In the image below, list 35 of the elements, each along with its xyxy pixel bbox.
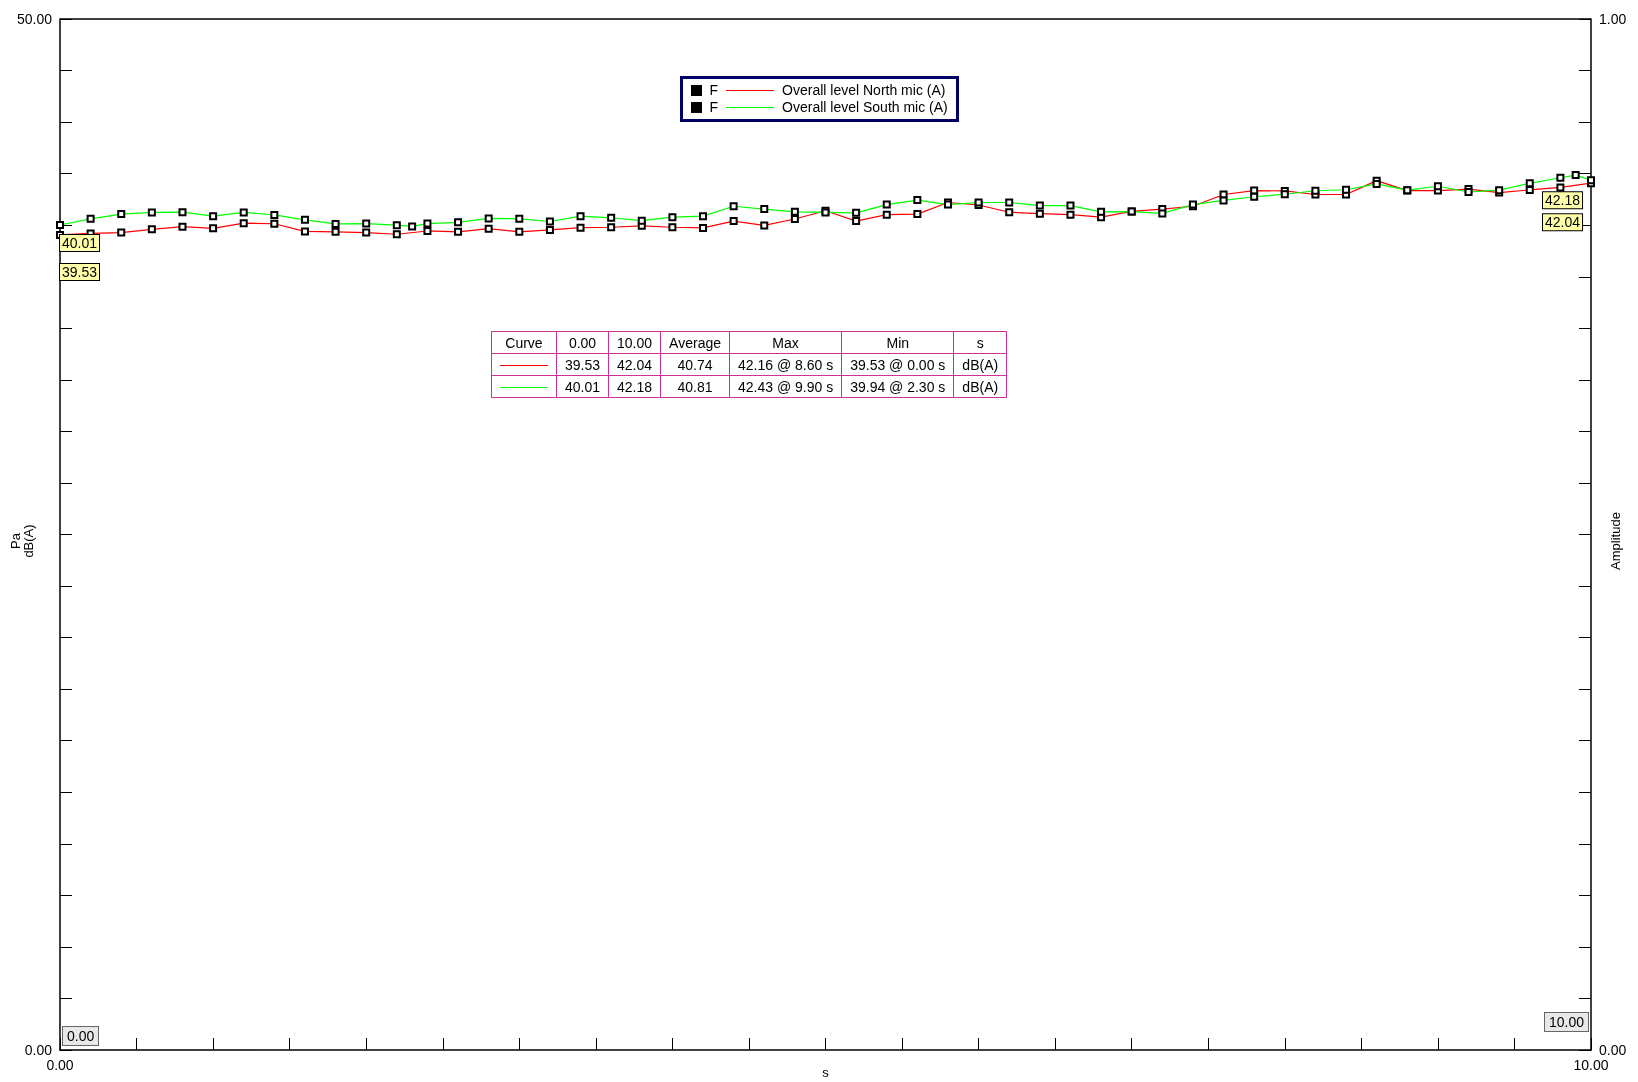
annotation: Curve (491, 331, 557, 354)
annotation: 42.04 (608, 353, 661, 376)
annotation: Max (729, 331, 842, 354)
annotation: 10.00 (608, 331, 661, 354)
annotation: dB(A) (953, 353, 1007, 376)
data-label: 39.53 (62, 263, 98, 280)
annotation: 40.74 (660, 353, 730, 376)
annotation: Min (841, 331, 954, 354)
legend-label: Overall level South mic (A) (782, 98, 948, 116)
annotation: 39.53 @ 0.00 s (841, 353, 954, 376)
annotation: F (709, 98, 719, 116)
data-label: 40.01 (62, 234, 98, 251)
data-label: 42.04 (1545, 214, 1581, 231)
y2-axis-title: Amplitude (1607, 512, 1623, 570)
annotation: Average (660, 331, 730, 354)
annotation: 40.81 (660, 375, 730, 398)
y-axis-title: Pa dB(A) (8, 524, 36, 558)
annotation: F (709, 81, 719, 99)
annotation: 39.94 @ 2.30 s (841, 375, 954, 398)
y2-tick-label: 1.00 (1599, 11, 1627, 27)
y-tick-label: 50.00 (16, 11, 53, 27)
annotation: 40.01 (556, 375, 609, 398)
x-axis-title: s (822, 1064, 830, 1080)
legend-label: Overall level North mic (A) (782, 81, 946, 99)
annotation: 42.16 @ 8.60 s (729, 353, 842, 376)
annotation: 0.00 (62, 1026, 100, 1046)
annotation: s (953, 331, 1007, 354)
annotation: dB(A) (953, 375, 1007, 398)
annotation: 10.00 (1544, 1012, 1590, 1032)
annotation: 0.00 (556, 331, 609, 354)
data-label: 42.18 (1545, 192, 1581, 209)
annotation: 39.53 (556, 353, 609, 376)
annotation: 42.18 (608, 375, 661, 398)
y2-tick-label: 0.00 (1599, 1042, 1627, 1058)
annotation: 42.43 @ 9.90 s (729, 375, 842, 398)
